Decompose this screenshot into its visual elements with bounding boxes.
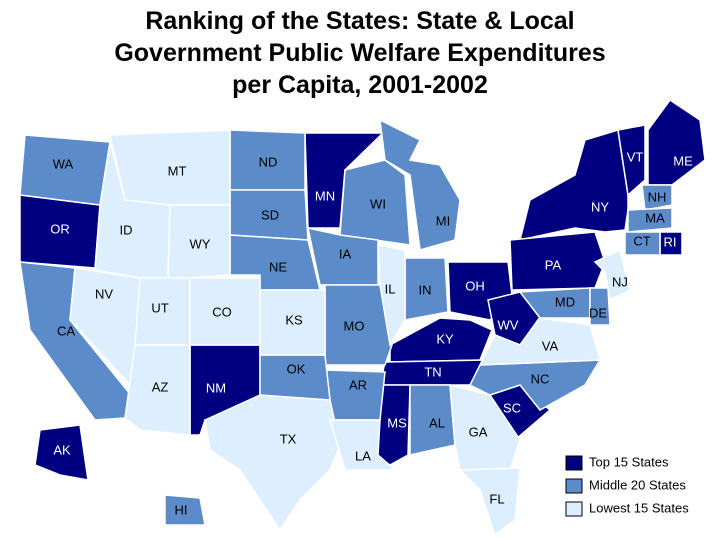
state-shape [124, 344, 191, 436]
state-shape [641, 184, 673, 211]
legend-swatch [565, 501, 583, 517]
legend-swatch [565, 478, 583, 494]
state-label: AL [429, 415, 445, 430]
title-line: per Capita, 2001-2002 [232, 71, 488, 99]
state-shape [589, 287, 611, 326]
title-line: Ranking of the States: State & Local [145, 7, 574, 35]
state-shape [307, 227, 379, 286]
state-label: OR [50, 221, 70, 236]
state-label: NH [648, 189, 667, 204]
state-label: NE [269, 259, 287, 274]
state-shape [478, 317, 601, 366]
state-label: DE [589, 305, 607, 320]
state-shape [377, 244, 406, 348]
state-label: WY [190, 236, 211, 251]
state-shape [167, 204, 231, 281]
state-label: GA [469, 424, 488, 439]
state-label: CT [633, 233, 650, 248]
legend-label: Top 15 States [589, 454, 669, 469]
state-label: IL [385, 281, 396, 296]
state-label: NY [591, 199, 609, 214]
state-label: NC [531, 371, 550, 386]
state-shape [259, 289, 326, 356]
state-shape [339, 159, 411, 246]
state-label: NJ [612, 274, 628, 289]
state-label: WI [370, 196, 386, 211]
state-shape [34, 424, 89, 481]
state-shape [328, 419, 397, 471]
state-label: OH [465, 278, 485, 293]
state-label: MO [344, 318, 365, 333]
state-label: MD [555, 294, 575, 309]
state-label: IN [419, 282, 432, 297]
state-label: TN [424, 364, 441, 379]
state-label: ID [120, 222, 133, 237]
state-shape [624, 231, 661, 256]
title-line: Government Public Welfare Expenditures [114, 39, 605, 67]
state-shape [204, 394, 341, 532]
state-label: MI [436, 213, 450, 228]
state-label: CA [57, 323, 75, 338]
state-label: WA [53, 156, 74, 171]
state-label: MN [315, 188, 335, 203]
state-label: MT [168, 163, 187, 178]
state-label: AZ [152, 379, 169, 394]
state-shape [379, 118, 461, 251]
state-shape [593, 248, 631, 302]
state-shape [509, 231, 606, 291]
state-label: RI [664, 234, 677, 249]
legend-swatch [565, 455, 583, 471]
legend-label: Middle 20 States [589, 477, 686, 492]
legend-label: Lowest 15 States [589, 500, 689, 515]
state-label: OK [287, 361, 306, 376]
state-label: KS [285, 312, 303, 327]
legend: Top 15 States Middle 20 States Lowest 15 S… [565, 454, 689, 517]
state-label: AK [53, 442, 71, 457]
state-label: ME [673, 153, 693, 168]
state-label: VA [542, 338, 559, 353]
state-label: VT [627, 149, 644, 164]
state-label: HI [175, 502, 188, 517]
state-shape [458, 467, 521, 537]
state-shape [164, 494, 206, 526]
state-label: KY [436, 331, 454, 346]
state-label: FL [489, 491, 504, 506]
state-shape [617, 124, 646, 197]
state-shape [518, 129, 629, 241]
state-label: WV [498, 317, 519, 332]
state-shape [627, 207, 673, 233]
state-label: SD [261, 207, 279, 222]
state-label: MS [387, 415, 407, 430]
states: MN OR NY VT ME PA OH KY WV TN NM MS SC RI AK WA ND SD WI MI… [19, 98, 706, 537]
state-label: ND [259, 154, 278, 169]
state-label: PA [545, 257, 562, 272]
state-label: UT [151, 300, 168, 315]
state-label: TX [280, 431, 297, 446]
state-label: LA [355, 448, 371, 463]
state-label: SC [503, 400, 521, 415]
state-label: AR [349, 377, 367, 392]
state-label: NV [95, 286, 113, 301]
state-label: CO [212, 304, 232, 319]
state-label: IA [339, 246, 352, 261]
state-label: MA [645, 210, 665, 225]
state-label: NM [206, 380, 226, 395]
state-shape [647, 98, 706, 186]
